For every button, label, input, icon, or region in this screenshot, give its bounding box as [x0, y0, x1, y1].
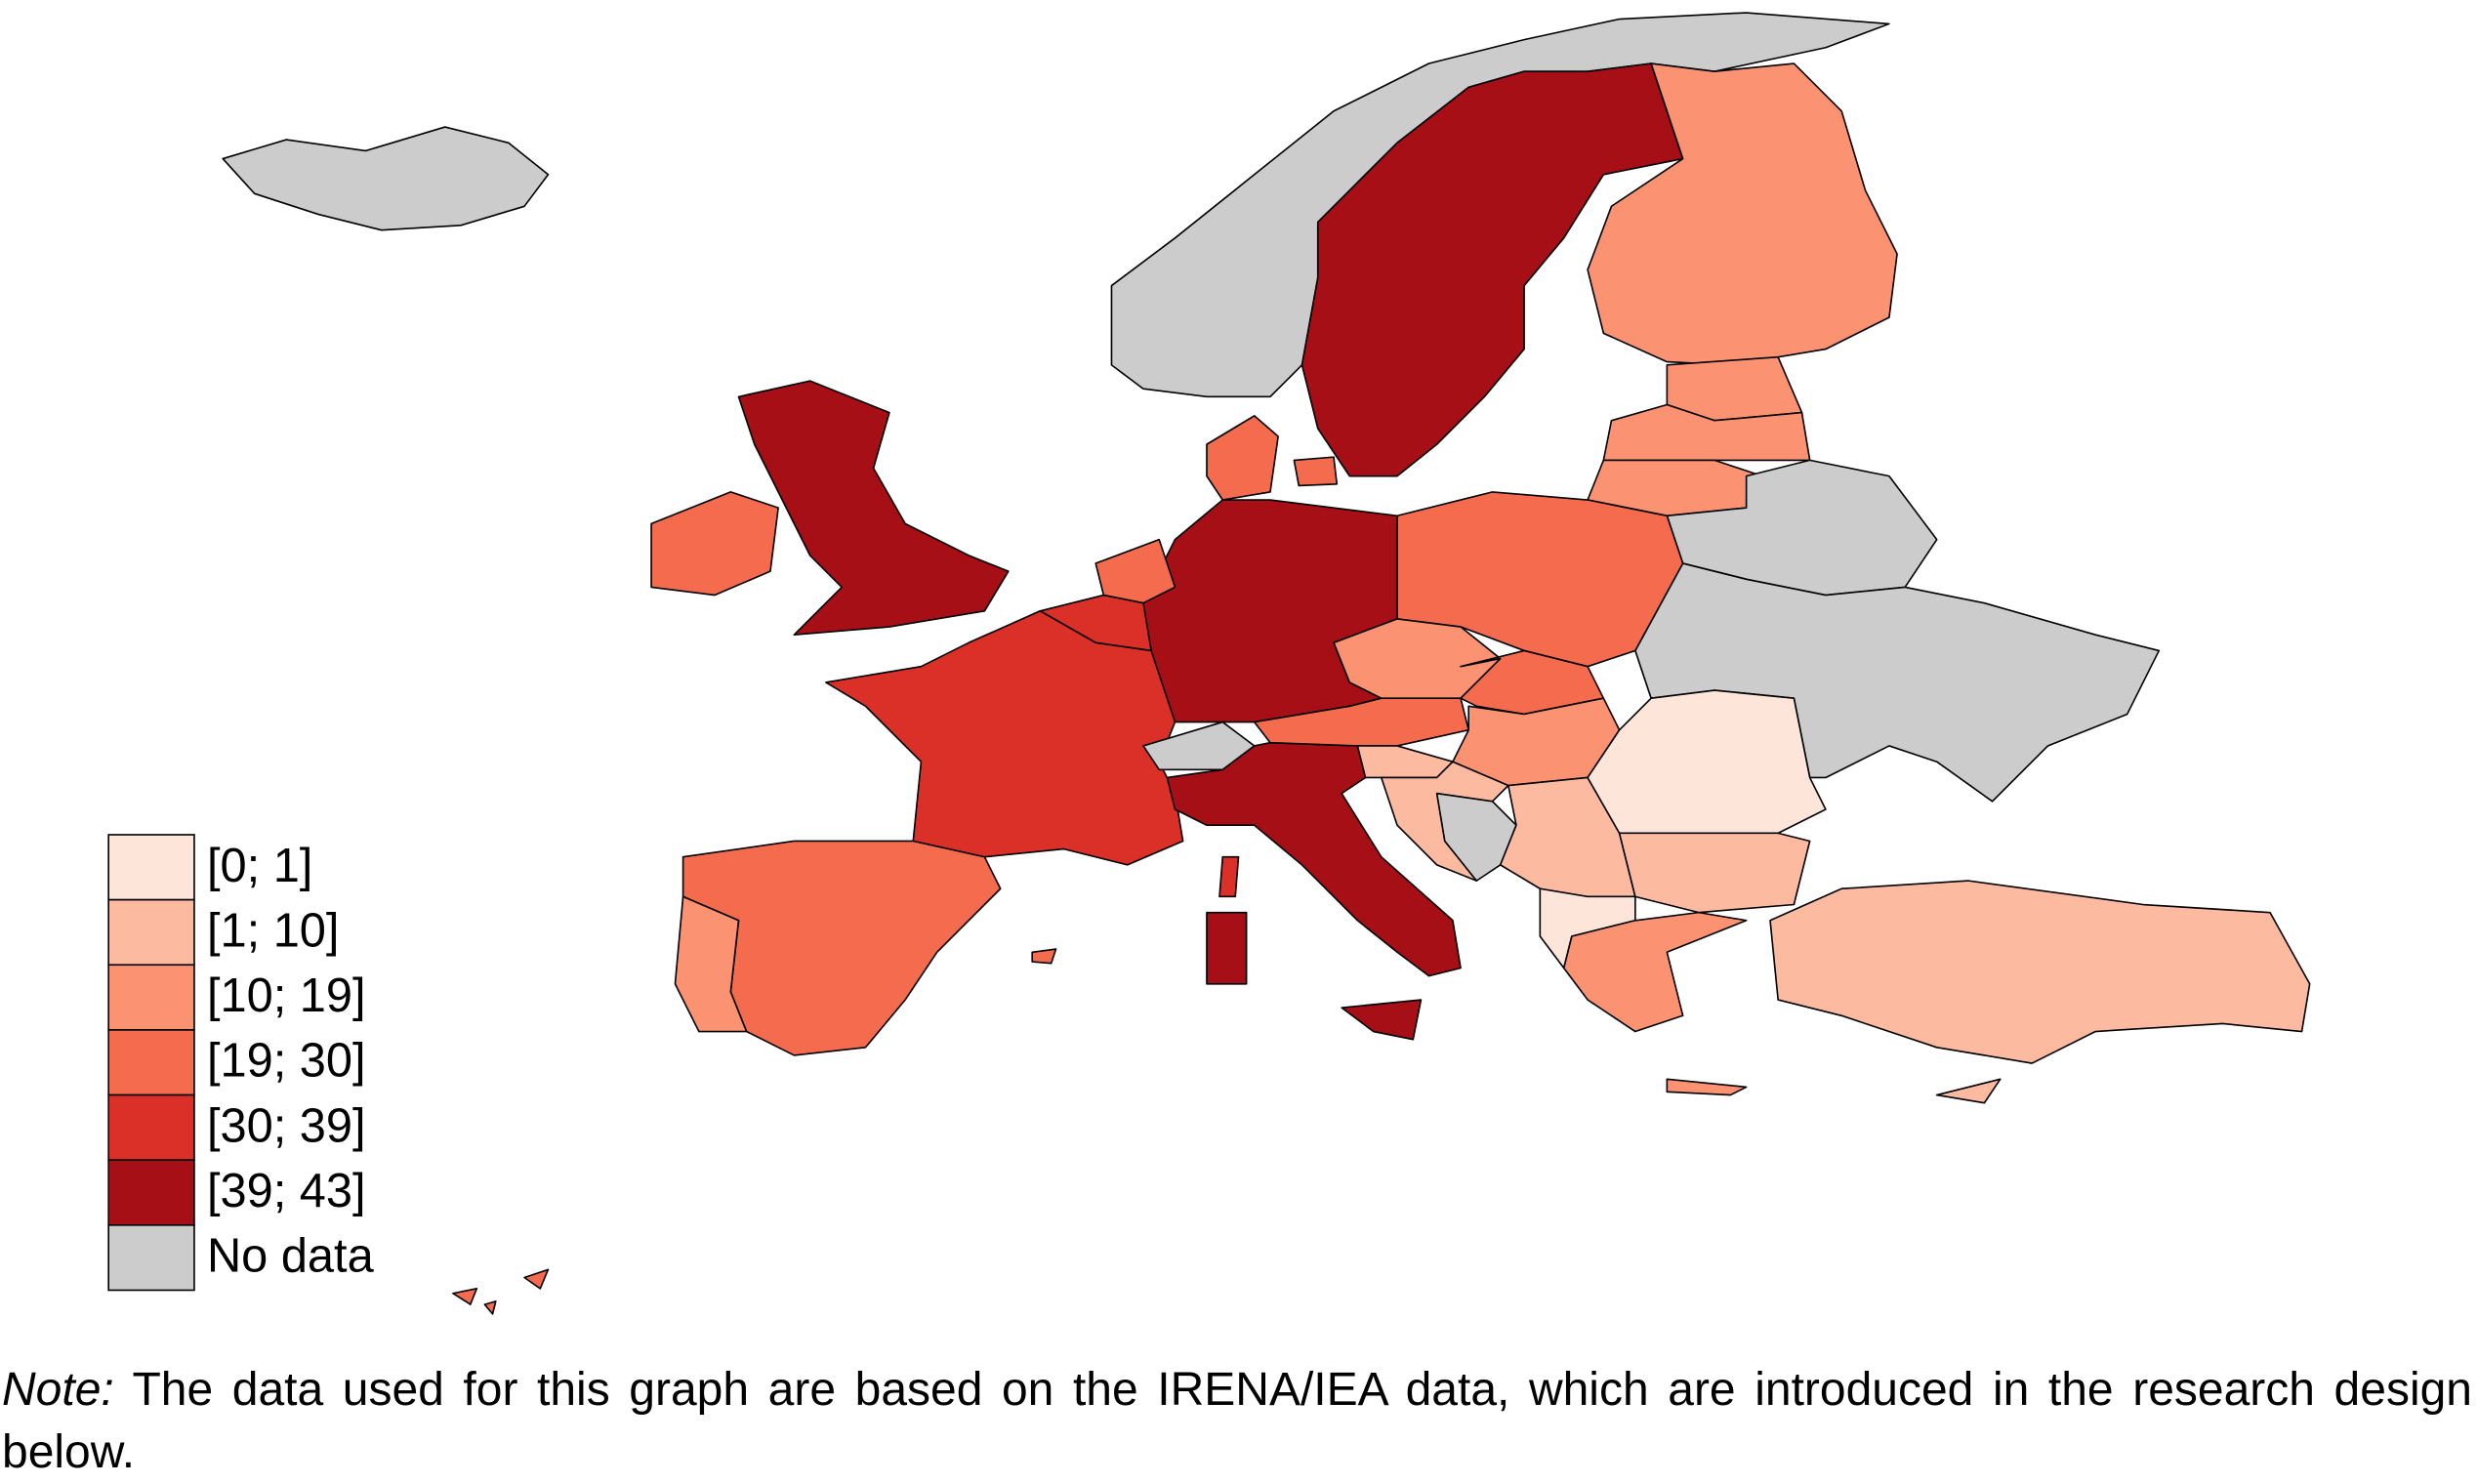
region	[1666, 1078, 1748, 1096]
legend-label: [39; 43]	[207, 1165, 366, 1217]
region	[1618, 832, 1811, 914]
legend-swatch	[107, 1159, 195, 1226]
legend: [0; 1] [1; 10] [10; 19] [19; 30] [30; 39] [39…	[107, 834, 375, 1292]
legend-label: [30; 39]	[207, 1099, 366, 1152]
region	[825, 609, 1184, 866]
legend-label: [10; 19]	[207, 969, 366, 1022]
region	[1587, 689, 1827, 835]
region	[1356, 745, 1454, 779]
region	[452, 1288, 478, 1305]
region	[1341, 999, 1423, 1041]
legend-swatch	[107, 898, 195, 967]
legend-swatch	[107, 834, 195, 901]
region	[1769, 880, 2311, 1064]
legend-label: [1; 10]	[207, 904, 340, 957]
region	[1031, 948, 1057, 965]
map	[222, 12, 2311, 1315]
note-text: The data used for this graph are based o…	[2, 1364, 2472, 1478]
note: Note: The data used for this graph are b…	[2, 1359, 2472, 1484]
region	[1142, 499, 1398, 723]
region	[1166, 741, 1462, 977]
legend-swatch	[107, 1224, 195, 1292]
region	[1293, 456, 1339, 487]
region	[674, 895, 748, 1033]
region	[1587, 62, 1898, 366]
legend-swatch	[107, 1093, 195, 1162]
note-prefix: Note:	[2, 1364, 114, 1416]
region	[1935, 1078, 2002, 1104]
region	[1218, 855, 1240, 898]
map-figure: [0; 1] [1; 10] [10; 19] [19; 30] [30; 39] [39…	[107, 12, 2311, 1315]
region	[1562, 911, 1748, 1033]
region	[1300, 62, 1684, 477]
region	[1094, 538, 1177, 604]
region	[1206, 415, 1279, 501]
region	[222, 126, 550, 231]
region	[737, 380, 1010, 636]
region	[523, 1268, 550, 1290]
region	[1206, 911, 1248, 985]
region	[483, 1300, 497, 1315]
legend-swatch	[107, 1029, 195, 1096]
legend-label: [19; 30]	[207, 1035, 366, 1088]
legend-label: [0; 1]	[207, 840, 312, 892]
legend-swatch	[107, 964, 195, 1031]
region	[650, 491, 779, 597]
legend-label: No data	[207, 1230, 375, 1283]
